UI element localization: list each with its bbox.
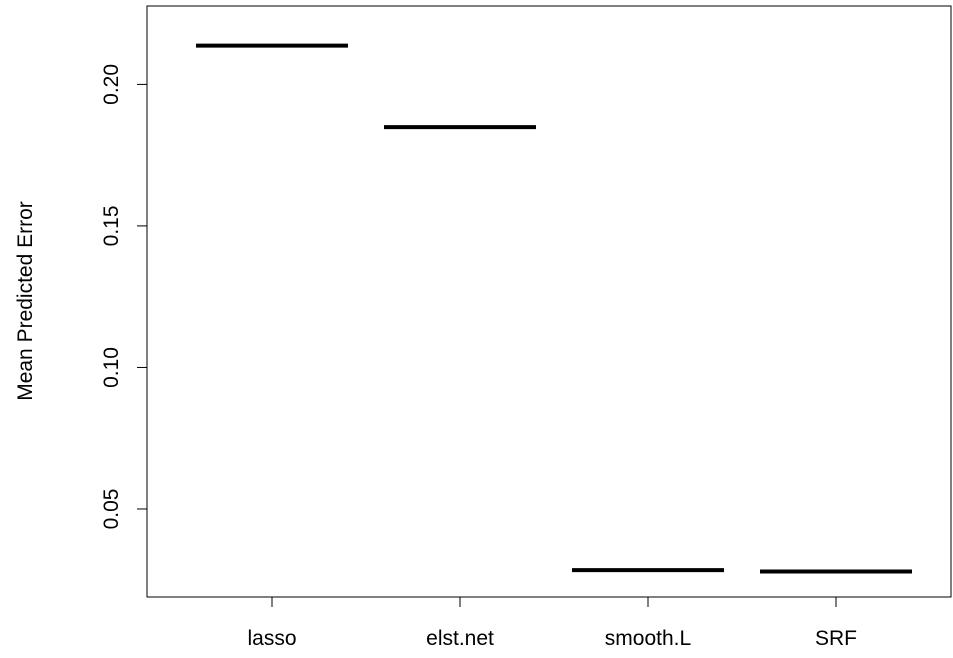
plot-frame [146, 5, 952, 598]
y-tick-label: 0.10 [100, 347, 123, 388]
y-axis: 0.05 0.10 0.15 0.20 [100, 64, 148, 530]
x-tick-label: SRF [815, 627, 857, 650]
box-medians [196, 43, 912, 574]
x-tick-label: smooth.L [605, 627, 691, 650]
y-tick-label: 0.20 [100, 64, 123, 105]
y-tick-label: 0.15 [100, 205, 123, 246]
x-tick-label: lasso [247, 627, 296, 650]
y-axis-label: Mean Predicted Error [14, 201, 37, 401]
y-tick-label: 0.05 [100, 489, 123, 530]
x-axis: lasso elst.net smooth.L SRF [247, 596, 857, 650]
x-tick-label: elst.net [426, 627, 494, 650]
